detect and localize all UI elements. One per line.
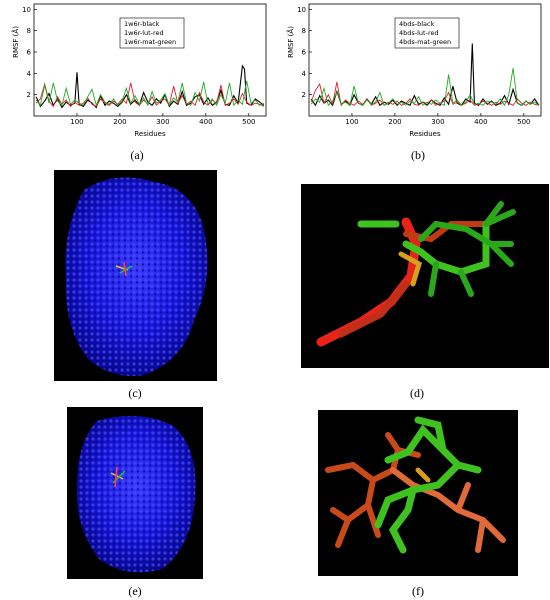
rmsf-chart-b: 100 200 300 400 500 2 4 6 8 10 Residues RMSF (Å) 4bd…	[286, 3, 542, 138]
y-axis-label: RMSF (Å)	[286, 26, 295, 58]
series-line-4bds-lut-red	[310, 81, 540, 107]
legend-box	[119, 17, 185, 49]
y-tick-label: 4	[302, 70, 307, 78]
caption-c: (c)	[128, 386, 142, 400]
x-tick-label: 400	[474, 118, 487, 126]
x-tick-label: 300	[431, 118, 444, 126]
panel-b: 100 200 300 400 500 2 4 6 8 10 Residues RMSF (Å) 4bd…	[275, 0, 550, 165]
legend-box	[394, 17, 460, 49]
x-tick-label: 400	[199, 118, 212, 126]
protein-surface-image-e	[67, 407, 203, 579]
x-tick-label: 500	[242, 118, 255, 126]
series-line-4bds-mat-green	[310, 67, 540, 107]
y-tick-label: 10	[22, 6, 31, 14]
x-axis-label: Residues	[409, 130, 441, 138]
ligand-overlay-image-d	[301, 184, 549, 368]
y-tick-label: 2	[27, 91, 31, 99]
caption-d: (d)	[410, 386, 424, 400]
y-axis-label: RMSF (Å)	[11, 26, 20, 58]
x-tick-label: 300	[156, 118, 169, 126]
y-tick-label: 10	[297, 6, 306, 14]
legend-entry: 4bds-black	[399, 20, 435, 28]
y-tick-label: 6	[302, 49, 307, 57]
ligand-overlay-image-f	[318, 410, 518, 576]
y-tick-label: 8	[302, 27, 306, 35]
series-line-1w6r-mat-green	[35, 80, 265, 107]
x-tick-label: 200	[113, 118, 126, 126]
series-line-1w6r-lut-red	[35, 82, 265, 108]
legend-entry: 1w6r-lut-red	[124, 29, 164, 37]
legend-entry: 1w6r-mat-green	[124, 38, 176, 46]
legend-entry: 1w6r-black	[124, 20, 160, 28]
y-tick-label: 8	[27, 27, 31, 35]
series-line-1w6r-black	[35, 64, 265, 109]
legend-entry: 4bds-lut-red	[399, 29, 439, 37]
y-tick-label: 6	[27, 49, 32, 57]
panel-a: 100 200 300 400 500 2 4 6 8 10 Residues RMSF (Å) 1w6…	[0, 0, 275, 165]
y-tick-label: 2	[302, 91, 306, 99]
x-axis-label: Residues	[134, 130, 166, 138]
rmsf-chart-a: 100 200 300 400 500 2 4 6 8 10 Residues RMSF (Å) 1w6…	[11, 3, 267, 138]
caption-e: (e)	[128, 584, 142, 598]
x-tick-label: 200	[388, 118, 401, 126]
caption-b: (b)	[411, 148, 425, 162]
y-tick-label: 4	[27, 70, 32, 78]
caption-a: (a)	[130, 148, 144, 162]
x-tick-label: 100	[70, 118, 83, 126]
protein-surface-image-c	[54, 170, 217, 381]
x-tick-label: 500	[517, 118, 530, 126]
legend-entry: 4bds-mat-green	[399, 38, 451, 46]
x-tick-label: 100	[345, 118, 358, 126]
caption-f: (f)	[412, 584, 424, 598]
